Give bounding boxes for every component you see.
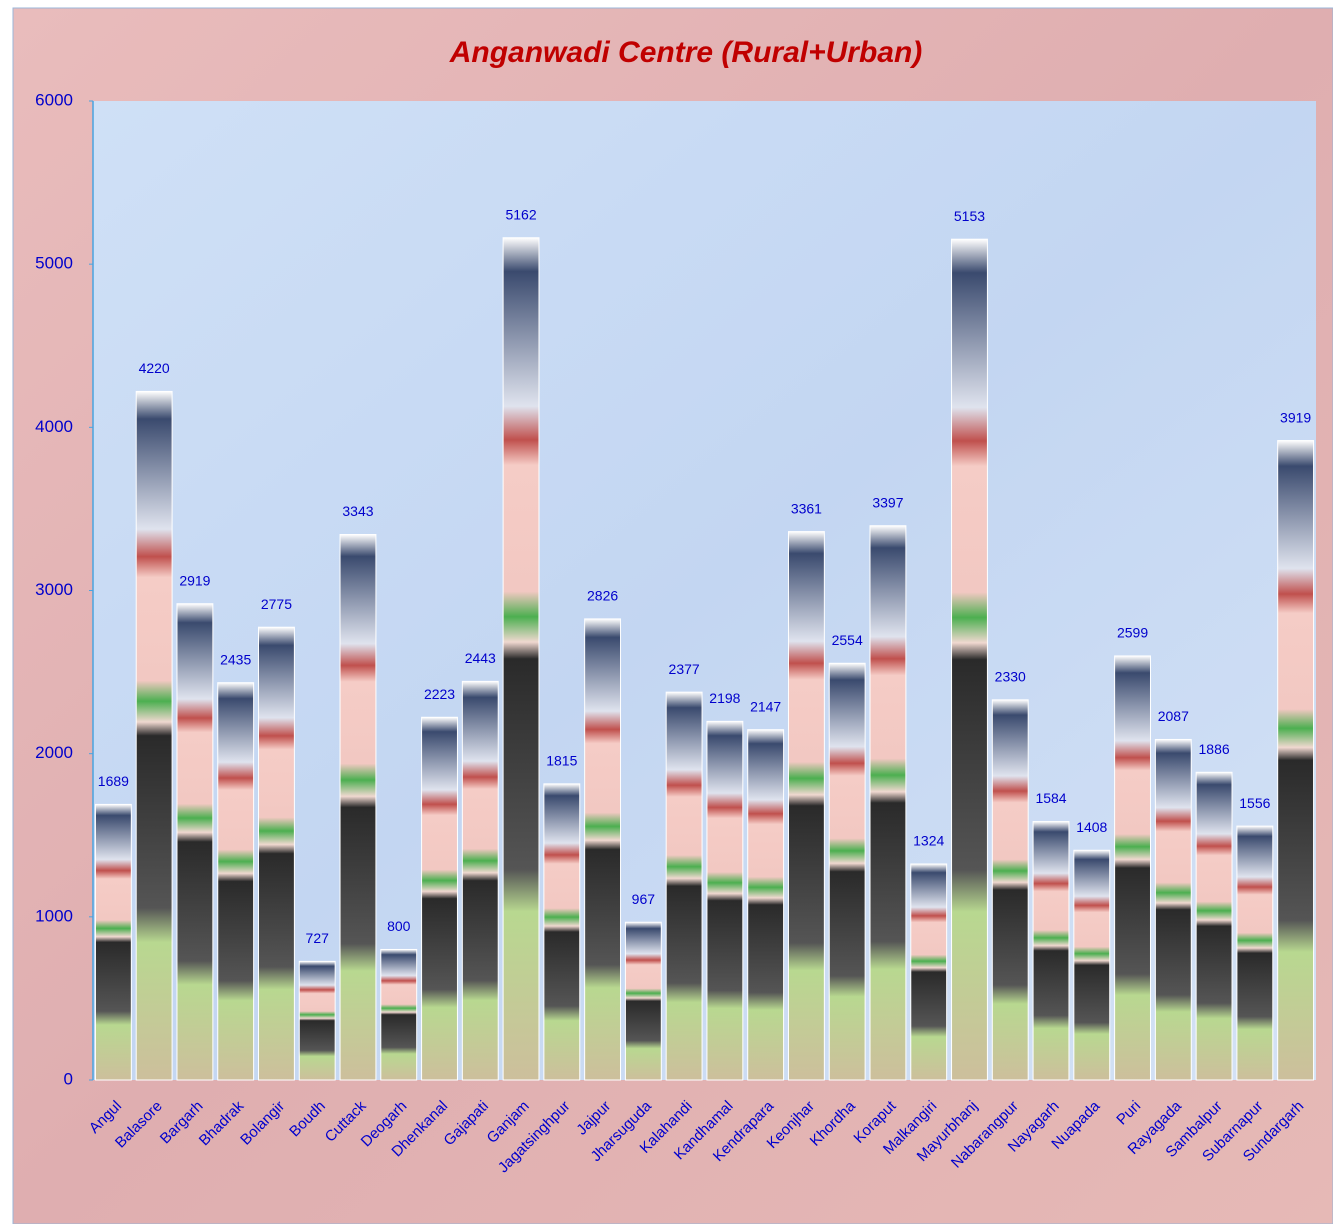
bar [911,864,947,1080]
value-label: 967 [632,891,656,907]
value-label: 5153 [954,208,985,224]
y-tick-label: 4000 [35,417,73,436]
value-label: 1556 [1239,795,1270,811]
value-label: 1324 [913,833,944,849]
bar [462,681,498,1080]
bar [992,700,1028,1080]
bar [870,526,906,1080]
bar [95,804,131,1080]
bar [381,949,417,1080]
value-label: 2554 [832,632,863,648]
y-tick-label: 5000 [35,254,73,273]
bar [1196,772,1232,1080]
value-label: 2198 [709,690,740,706]
y-tick-label: 0 [64,1069,73,1088]
value-label: 5162 [505,206,536,222]
value-label: 1689 [98,773,129,789]
bar [625,922,661,1080]
value-label: 4220 [139,360,170,376]
bar [136,391,172,1080]
y-tick-label: 2000 [35,743,73,762]
value-label: 3397 [872,494,903,510]
value-label: 2443 [465,650,496,666]
bar [422,717,458,1080]
value-label: 2087 [1158,708,1189,724]
page: {"chart_data": {"type": "bar", "title": … [0,0,1333,1224]
bar [503,238,539,1080]
y-tick-label: 3000 [35,580,73,599]
value-label: 3361 [791,500,822,516]
bar [218,683,254,1080]
value-label: 2435 [220,651,251,667]
bar [748,730,784,1080]
chart: Anganwadi Centre (Rural+Urban) 0 1000 2000… [0,0,1333,1224]
value-label: 2599 [1117,625,1148,641]
bar [1278,441,1314,1080]
bar [585,619,621,1080]
y-tick-label: 1000 [35,906,73,925]
bar [1237,826,1273,1080]
value-label: 3343 [342,503,373,519]
value-label: 2147 [750,698,781,714]
value-label: 1408 [1076,819,1107,835]
bar [1155,739,1191,1080]
value-label: 2826 [587,588,618,604]
bar [299,961,335,1080]
bar [666,692,702,1080]
value-label: 727 [306,930,330,946]
value-label: 2223 [424,686,455,702]
bar [1115,656,1151,1080]
value-label: 800 [387,918,411,934]
bar [707,721,743,1080]
value-label: 1886 [1199,741,1230,757]
value-label: 2775 [261,596,292,612]
bar [1033,822,1069,1080]
value-label: 2330 [995,669,1026,685]
value-label: 2377 [669,661,700,677]
value-label: 3919 [1280,409,1311,425]
chart-title: Anganwadi Centre (Rural+Urban) [449,36,923,69]
value-label: 2919 [179,572,210,588]
value-label: 1815 [546,753,577,769]
bar [829,663,865,1080]
bar [177,604,213,1080]
value-label: 1584 [1035,790,1066,806]
bar [340,535,376,1080]
bar [1074,850,1110,1080]
bar [788,532,824,1080]
bar [259,627,295,1080]
bar [952,239,988,1080]
y-tick-label: 6000 [35,90,73,109]
bar [544,784,580,1080]
